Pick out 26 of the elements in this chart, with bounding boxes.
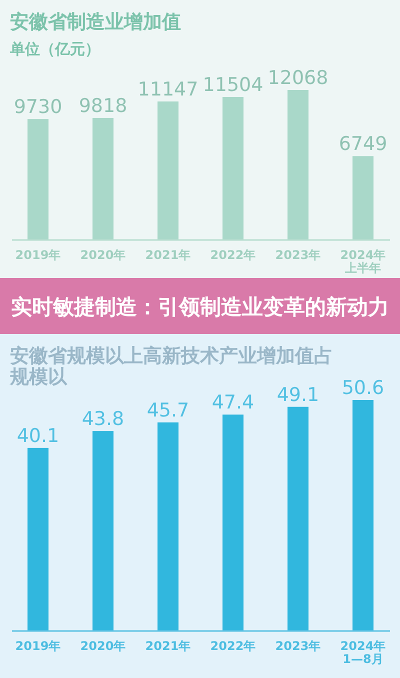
x-tick-label: 2021年 (145, 248, 191, 262)
x-tick-label: 2020年 (80, 248, 126, 262)
data-label: 40.1 (16, 424, 60, 447)
data-label: 43.8 (82, 408, 124, 430)
data-label: 50.6 (342, 377, 384, 399)
data-label: 11147 (138, 78, 198, 100)
x-tick-label: 2020年 (80, 639, 126, 653)
x-tick-label: 2022年 (210, 639, 256, 653)
data-label: 45.7 (146, 399, 190, 422)
x-tick-label: 2019年 (15, 248, 61, 262)
chart-title: 安徽省制造业增加值 (10, 11, 181, 33)
data-label: 6749 (338, 133, 388, 156)
text: 实时敏捷制造：引领制造业变革的新动力 (11, 295, 389, 319)
x-tick-label: 2019年 (15, 639, 61, 653)
data-label: 9730 (14, 96, 62, 118)
x-tick-label: 2022年 (210, 248, 256, 262)
x-tick-label: 2024年1—8月 (340, 639, 386, 666)
x-tick-label: 2024年上半年 (340, 248, 386, 275)
x-tick-label: 2023年 (275, 248, 321, 262)
data-label: 12068 (268, 67, 328, 89)
data-label: 9818 (78, 94, 128, 117)
x-tick-label: 2021年 (145, 639, 191, 653)
chart-subtitle: 单位（亿元） (9, 40, 100, 58)
data-label: 11504 (202, 74, 264, 96)
data-label: 47.4 (212, 392, 254, 414)
x-tick-label: 2023年 (275, 639, 321, 653)
